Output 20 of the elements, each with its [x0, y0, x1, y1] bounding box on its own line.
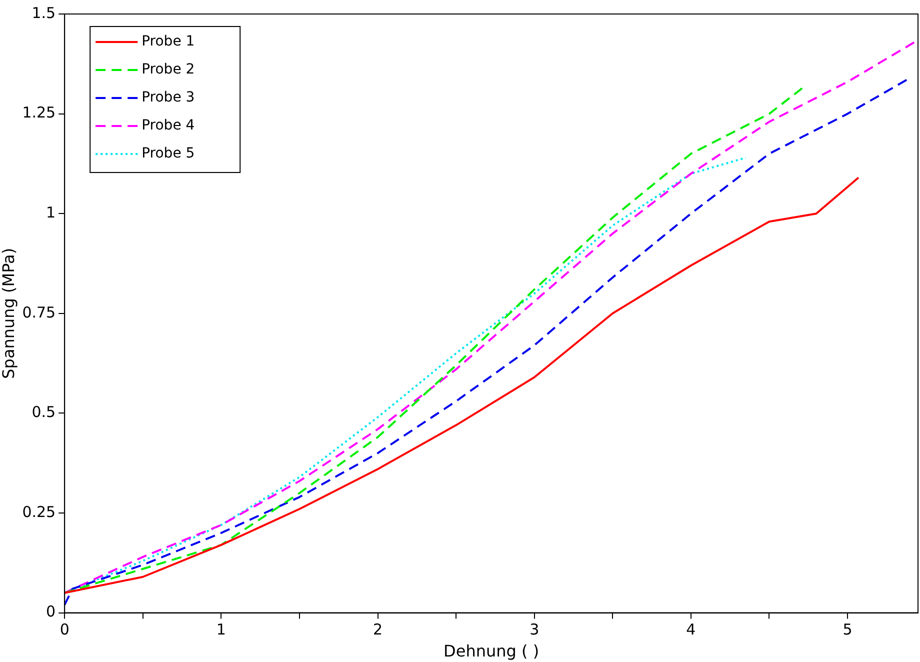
x-tick-label: 4	[686, 620, 696, 639]
legend-label: Probe 1	[142, 34, 195, 50]
x-tick-label: 3	[530, 620, 540, 639]
legend-label: Probe 2	[142, 62, 195, 78]
y-axis-title: Spannung (MPa)	[0, 248, 18, 379]
y-tick-label: 0.5	[32, 403, 56, 422]
y-tick-label: 0	[46, 602, 56, 621]
x-tick-label: 0	[60, 620, 70, 639]
legend-label: Probe 4	[142, 118, 195, 134]
x-tick-label: 5	[842, 620, 852, 639]
y-tick-label: 1.5	[32, 4, 56, 22]
x-tick-label: 1	[216, 620, 226, 639]
y-tick-label: 1	[46, 203, 56, 222]
x-axis-title: Dehnung ( )	[444, 642, 540, 661]
legend-label: Probe 3	[142, 90, 195, 106]
y-tick-label: 0.25	[22, 502, 56, 521]
y-tick-label: 1.25	[22, 104, 56, 122]
x-tick-label: 2	[373, 620, 383, 639]
y-tick-label: 0.75	[22, 303, 56, 322]
legend-label: Probe 5	[142, 146, 195, 162]
